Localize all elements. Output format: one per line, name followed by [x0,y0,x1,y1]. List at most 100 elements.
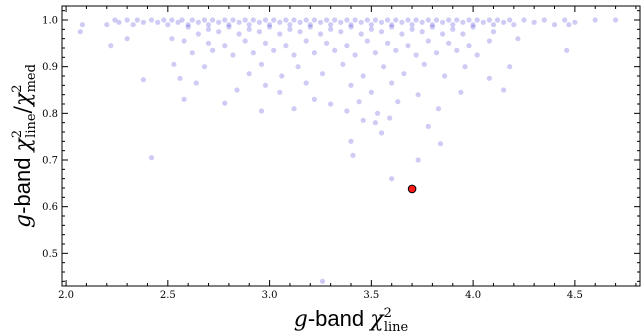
data-point [222,100,228,106]
data-point [435,106,442,112]
data-point [486,75,492,81]
y-axis-title: g-band χ2line/χ2med [10,64,39,228]
data-point [155,19,161,25]
data-point [381,64,387,70]
x-axis-title-sub: line [384,320,409,335]
data-point [262,82,269,88]
data-point [515,36,521,42]
x-axis-title-chi: χ [368,307,385,332]
data-point [222,43,228,49]
data-point [256,19,262,25]
data-point [344,108,350,114]
data-point [470,22,476,28]
data-point [181,96,187,102]
data-point [108,43,114,49]
points-layer [77,17,619,284]
y-axis-title-chi1: χ [11,136,36,153]
data-point [486,17,492,23]
data-point [374,110,381,116]
data-point [446,40,452,46]
data-point [185,24,191,30]
data-point [328,26,334,32]
data-point [242,17,248,23]
y-tick-label: 0.6 [42,202,58,213]
y-tick-label: 0.7 [42,156,58,167]
data-point [378,19,385,25]
data-point [283,43,289,49]
data-point [389,176,395,182]
data-point [419,29,425,35]
data-point [242,38,248,44]
data-point [124,36,130,42]
data-point [307,24,313,30]
data-point [311,50,317,56]
data-point [372,17,378,23]
data-point [258,108,265,114]
data-point [307,22,313,28]
data-point [385,17,391,23]
data-point [433,50,440,56]
data-point [130,22,136,28]
data-point [389,24,395,30]
data-point [205,26,212,32]
data-point [332,47,338,53]
data-point [358,19,364,25]
data-point [236,31,242,37]
data-point [319,278,326,284]
y-axis-title-sup1: 2 [10,130,25,138]
data-point [195,31,201,37]
data-point [572,19,578,25]
data-point [360,73,366,79]
data-point [216,29,222,35]
ticks-layer: 2.0 2.5 3.0 3.5 4.0 4.5 0.5 0.6 0.7 0.8 0.9 1.0 [42,6,640,301]
data-point [246,22,252,28]
y-axis-title-sep: / [11,105,36,113]
data-point [348,82,354,88]
x-axis-title-sup: 2 [384,306,392,321]
data-point [474,17,480,23]
data-point [216,19,222,25]
data-point [79,22,85,28]
y-tick-label: 0.8 [42,109,58,120]
data-point [352,17,358,23]
data-point [490,22,497,28]
data-point [193,80,199,86]
data-point [344,43,350,49]
data-point [507,64,513,70]
data-point [378,130,385,136]
data-point [340,61,346,67]
y-axis-title-sub1: line [24,113,39,138]
data-point [466,17,472,23]
data-point [201,64,208,70]
data-point [352,52,358,58]
data-point [287,26,293,32]
data-point [311,17,317,23]
data-point [433,17,440,23]
data-point [399,31,405,37]
data-point [171,61,177,67]
data-point [409,22,415,28]
data-point [179,17,185,23]
data-point [134,17,140,23]
y-tick-label: 0.9 [42,62,58,73]
data-point [177,75,183,81]
data-point [181,38,187,44]
y-tick-label: 1.0 [42,16,58,27]
data-point [165,22,171,28]
data-point [303,17,309,23]
data-point [440,19,446,25]
data-point [393,47,399,53]
data-point [429,24,435,30]
data-point [291,17,297,23]
data-point [169,17,175,23]
y-axis-title-sub2: med [24,64,39,92]
data-point [387,115,393,121]
data-point [271,17,277,23]
data-point [271,47,277,53]
data-point [234,87,240,93]
data-point [421,61,427,67]
data-point [460,19,466,25]
x-tick-label: 4.0 [465,290,481,301]
data-point [413,52,419,58]
data-point [368,26,374,32]
